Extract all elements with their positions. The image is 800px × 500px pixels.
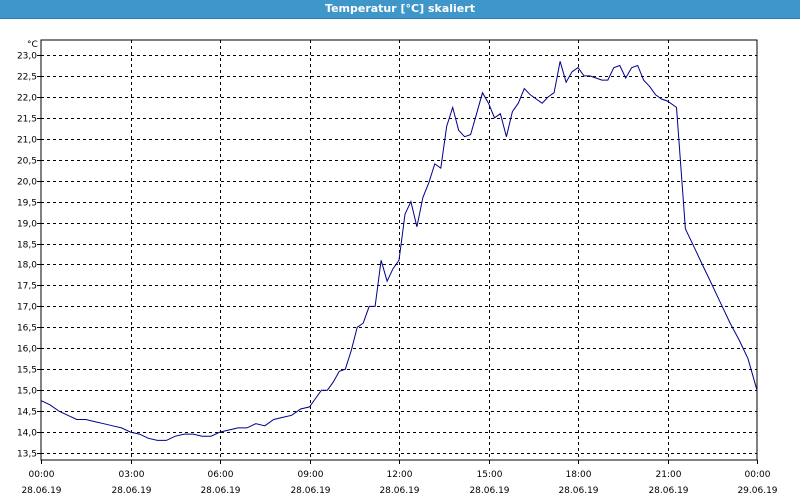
x-tick-time-label: 18:00 — [566, 470, 592, 480]
y-tick-label: 20,5 — [17, 157, 37, 167]
y-tick-label: 18,5 — [17, 241, 37, 251]
x-tick-date-label: 28.06.19 — [200, 486, 240, 496]
temperature-series-line — [40, 61, 758, 441]
x-tick-date-label: 28.06.19 — [21, 486, 61, 496]
x-tick-time-label: 00:00 — [29, 470, 55, 480]
window-title: Temperatur [°C] skaliert — [0, 0, 800, 19]
y-tick-label: 22,5 — [17, 73, 37, 83]
y-tick-label: 15,5 — [17, 366, 37, 376]
x-tick-date-label: 28.06.19 — [111, 486, 151, 496]
y-tick-label: 23,0 — [17, 52, 37, 62]
y-tick-label: 20,0 — [17, 178, 37, 188]
x-tick-date-label: 28.06.19 — [290, 486, 330, 496]
y-tick-label: 14,0 — [17, 429, 37, 439]
y-tick-label: 19,5 — [17, 199, 37, 209]
y-tick-label: 13,5 — [17, 450, 37, 460]
y-tick-label: 17,0 — [17, 303, 37, 313]
x-tick-date-label: 28.06.19 — [648, 486, 688, 496]
x-tick-time-label: 15:00 — [477, 470, 503, 480]
y-tick-label: 19,0 — [17, 220, 37, 230]
x-tick-time-label: 06:00 — [208, 470, 234, 480]
y-tick-label: 16,5 — [17, 324, 37, 334]
y-tick-label: 16,0 — [17, 345, 37, 355]
y-tick-label: 18,0 — [17, 261, 37, 271]
y-tick-label: 21,0 — [17, 136, 37, 146]
x-tick-date-label: 28.06.19 — [558, 486, 598, 496]
x-tick-date-label: 28.06.19 — [469, 486, 509, 496]
y-tick-label: 17,5 — [17, 282, 37, 292]
y-tick-label: 21,5 — [17, 115, 37, 125]
y-tick-label: 14,5 — [17, 408, 37, 418]
x-tick-time-label: 12:00 — [387, 470, 413, 480]
y-tick-label: 15,0 — [17, 387, 37, 397]
x-tick-date-label: 28.06.19 — [379, 486, 419, 496]
x-tick-date-label: 29.06.19 — [737, 486, 777, 496]
x-tick-time-label: 00:00 — [745, 470, 771, 480]
x-tick-time-label: 03:00 — [119, 470, 145, 480]
y-tick-label: 22,0 — [17, 94, 37, 104]
x-tick-time-label: 09:00 — [298, 470, 324, 480]
x-tick-time-label: 21:00 — [656, 470, 682, 480]
y-axis-label: °C — [27, 40, 38, 50]
